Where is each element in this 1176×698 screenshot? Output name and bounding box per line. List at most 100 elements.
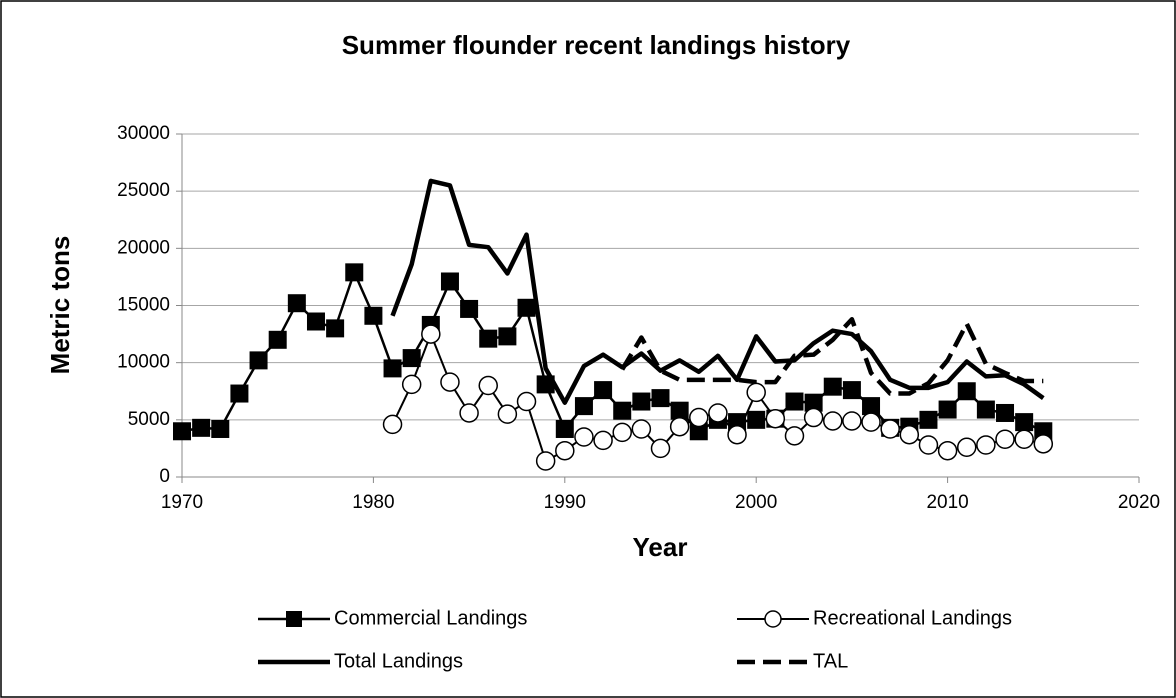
data-point xyxy=(382,414,403,435)
legend-label: TAL xyxy=(813,650,848,672)
data-point xyxy=(498,327,517,346)
data-point xyxy=(995,429,1015,450)
data-point xyxy=(268,330,287,349)
data-point xyxy=(613,401,632,420)
y-tick-label: 25000 xyxy=(117,180,170,201)
y-tick-label: 5000 xyxy=(128,409,170,430)
data-point xyxy=(842,411,862,431)
data-point xyxy=(401,374,422,395)
data-point xyxy=(555,419,574,438)
data-point xyxy=(765,408,786,429)
data-point xyxy=(249,351,268,370)
data-point xyxy=(364,306,383,325)
data-point xyxy=(421,324,441,344)
data-point xyxy=(976,435,996,455)
y-tick-label: 30000 xyxy=(117,123,170,144)
data-point xyxy=(535,451,556,471)
data-point xyxy=(574,427,594,447)
data-point xyxy=(345,263,364,282)
data-point xyxy=(536,375,555,394)
data-point xyxy=(497,404,518,424)
y-tick-label: 10000 xyxy=(117,352,170,373)
y-tick-label: 0 xyxy=(159,466,170,487)
data-point xyxy=(937,440,958,461)
data-point xyxy=(516,391,537,412)
x-axis-label: Year xyxy=(633,532,688,562)
x-tick-label: 1990 xyxy=(544,492,586,513)
data-point xyxy=(479,329,498,348)
y-tick-label: 20000 xyxy=(117,237,170,258)
legend-label: Recreational Landings xyxy=(813,607,1012,629)
y-axis-label: Metric tons xyxy=(45,236,75,375)
legend-marker xyxy=(286,611,302,627)
data-point xyxy=(938,400,957,419)
x-tick-label: 2020 xyxy=(1118,492,1160,513)
data-point xyxy=(862,397,881,416)
data-point xyxy=(803,407,824,428)
data-point xyxy=(669,416,690,437)
data-point xyxy=(823,377,842,396)
data-point xyxy=(785,392,804,411)
data-point xyxy=(746,382,766,403)
legend-label: Total Landings xyxy=(334,650,463,672)
data-point xyxy=(861,412,881,432)
data-point xyxy=(918,435,939,455)
data-point xyxy=(517,298,536,317)
data-point xyxy=(957,382,976,401)
x-tick-label: 2010 xyxy=(926,492,968,513)
data-point xyxy=(211,419,230,438)
data-point xyxy=(747,410,766,429)
data-point xyxy=(880,419,900,439)
data-point xyxy=(632,392,651,411)
chart-title: Summer flounder recent landings history xyxy=(342,30,851,60)
data-point xyxy=(804,393,823,412)
data-point xyxy=(440,372,460,392)
y-tick-label: 15000 xyxy=(117,295,170,316)
data-point xyxy=(230,384,249,403)
data-point xyxy=(326,319,345,338)
legend-label: Commercial Landings xyxy=(334,607,527,629)
data-point xyxy=(956,437,977,458)
data-point xyxy=(996,403,1015,422)
data-point xyxy=(173,422,191,441)
data-point xyxy=(459,403,479,423)
data-point xyxy=(689,407,709,428)
series-line xyxy=(390,178,1045,405)
data-point xyxy=(460,299,479,318)
data-point xyxy=(689,422,708,441)
data-point xyxy=(287,294,306,313)
data-point xyxy=(976,400,995,419)
series-line xyxy=(620,316,1044,396)
data-point xyxy=(727,424,747,445)
data-point xyxy=(574,397,593,416)
data-point xyxy=(631,419,652,439)
data-point xyxy=(708,403,728,423)
legend-marker xyxy=(764,610,782,628)
data-point xyxy=(842,381,861,400)
data-point xyxy=(1014,429,1034,450)
data-point xyxy=(1015,413,1034,432)
x-tick-label: 2000 xyxy=(735,492,777,513)
data-point xyxy=(478,375,498,396)
data-point xyxy=(306,312,325,331)
data-point xyxy=(192,418,211,437)
data-point xyxy=(823,411,843,431)
data-point xyxy=(651,389,670,408)
data-point xyxy=(440,272,459,291)
data-point xyxy=(594,381,613,400)
data-point xyxy=(555,440,575,461)
data-point xyxy=(1033,434,1054,454)
data-point xyxy=(919,410,938,429)
data-point xyxy=(899,424,920,445)
data-point xyxy=(670,401,689,420)
data-point xyxy=(612,422,632,443)
x-tick-label: 1970 xyxy=(161,492,203,513)
data-point xyxy=(402,349,421,368)
data-point xyxy=(593,430,613,451)
x-tick-label: 1980 xyxy=(352,492,394,513)
data-point xyxy=(784,426,805,446)
data-point xyxy=(383,359,402,378)
